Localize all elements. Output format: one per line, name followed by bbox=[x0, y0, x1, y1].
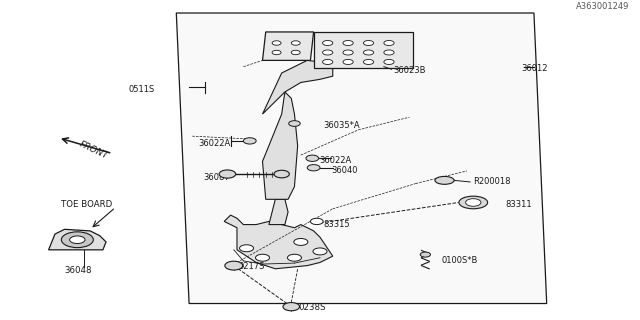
Circle shape bbox=[343, 40, 353, 45]
Circle shape bbox=[291, 50, 300, 55]
Circle shape bbox=[307, 164, 320, 171]
Text: 36012: 36012 bbox=[521, 64, 548, 73]
Text: 0238S: 0238S bbox=[298, 303, 326, 312]
Text: 36035*A: 36035*A bbox=[323, 121, 360, 130]
Circle shape bbox=[287, 254, 301, 261]
Circle shape bbox=[239, 245, 253, 252]
Circle shape bbox=[294, 238, 308, 245]
Text: 0100S*B: 0100S*B bbox=[442, 256, 477, 265]
Text: A363001249: A363001249 bbox=[577, 3, 630, 12]
Circle shape bbox=[323, 40, 333, 45]
Text: 36048: 36048 bbox=[65, 266, 92, 275]
Polygon shape bbox=[262, 32, 314, 60]
Circle shape bbox=[283, 303, 300, 311]
Polygon shape bbox=[176, 13, 547, 303]
Circle shape bbox=[61, 232, 93, 248]
Text: 36040: 36040 bbox=[332, 166, 358, 175]
Polygon shape bbox=[224, 215, 333, 269]
Text: TOE BOARD: TOE BOARD bbox=[61, 200, 113, 209]
Circle shape bbox=[289, 121, 300, 126]
Polygon shape bbox=[314, 32, 413, 68]
Text: 36022A: 36022A bbox=[198, 139, 231, 148]
Circle shape bbox=[384, 60, 394, 64]
Text: R200018: R200018 bbox=[473, 178, 511, 187]
Circle shape bbox=[243, 138, 256, 144]
Text: 36087: 36087 bbox=[204, 173, 230, 182]
Ellipse shape bbox=[435, 176, 454, 184]
Circle shape bbox=[219, 170, 236, 178]
Circle shape bbox=[225, 261, 243, 270]
Text: 36022A: 36022A bbox=[319, 156, 351, 165]
Text: 83311: 83311 bbox=[505, 200, 532, 209]
Text: 83315: 83315 bbox=[323, 220, 350, 229]
Circle shape bbox=[323, 50, 333, 55]
Circle shape bbox=[272, 41, 281, 45]
Circle shape bbox=[70, 236, 85, 244]
Circle shape bbox=[291, 41, 300, 45]
Polygon shape bbox=[262, 92, 298, 199]
Text: FRONT: FRONT bbox=[77, 140, 109, 161]
Circle shape bbox=[274, 170, 289, 178]
Circle shape bbox=[384, 40, 394, 45]
Circle shape bbox=[364, 50, 374, 55]
Circle shape bbox=[310, 218, 323, 225]
Polygon shape bbox=[49, 229, 106, 250]
Circle shape bbox=[364, 60, 374, 64]
Circle shape bbox=[343, 60, 353, 64]
Ellipse shape bbox=[459, 196, 488, 209]
Circle shape bbox=[343, 50, 353, 55]
Circle shape bbox=[272, 50, 281, 55]
Circle shape bbox=[466, 199, 481, 206]
Text: 0511S: 0511S bbox=[129, 85, 155, 94]
Circle shape bbox=[420, 252, 431, 257]
Circle shape bbox=[313, 248, 327, 255]
Circle shape bbox=[255, 254, 269, 261]
Circle shape bbox=[364, 40, 374, 45]
Polygon shape bbox=[262, 60, 333, 114]
Text: 36023B: 36023B bbox=[394, 66, 426, 75]
Circle shape bbox=[306, 155, 319, 161]
Polygon shape bbox=[269, 199, 288, 225]
Circle shape bbox=[384, 50, 394, 55]
Text: 0217S: 0217S bbox=[239, 262, 265, 271]
Circle shape bbox=[323, 60, 333, 64]
